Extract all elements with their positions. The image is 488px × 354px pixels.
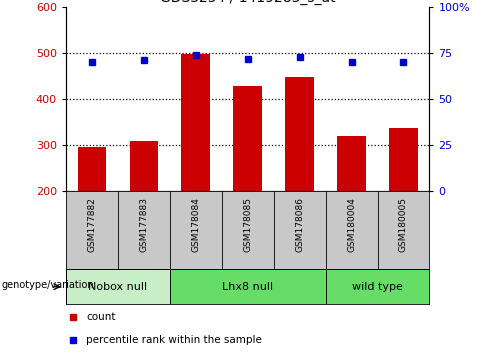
Bar: [78, 147, 106, 191]
Text: GSM177882: GSM177882: [87, 198, 96, 252]
Text: genotype/variation: genotype/variation: [1, 280, 94, 290]
Bar: [182, 55, 210, 191]
Text: GSM180004: GSM180004: [347, 198, 356, 252]
Text: GSM177883: GSM177883: [139, 198, 148, 252]
Bar: [129, 142, 158, 191]
Bar: [170, 269, 325, 304]
Text: GSM180005: GSM180005: [399, 198, 408, 252]
Bar: [233, 86, 262, 191]
Text: wild type: wild type: [352, 282, 403, 292]
Text: GSM178085: GSM178085: [243, 198, 252, 252]
Bar: [389, 128, 418, 191]
Bar: [66, 269, 170, 304]
Text: GSM178084: GSM178084: [191, 198, 200, 252]
Text: Nobox null: Nobox null: [88, 282, 147, 292]
Bar: [337, 136, 366, 191]
Text: Lhx8 null: Lhx8 null: [222, 282, 273, 292]
Bar: [325, 269, 429, 304]
Text: count: count: [86, 312, 115, 322]
Bar: [285, 78, 314, 191]
Title: GDS3254 / 1419283_s_at: GDS3254 / 1419283_s_at: [160, 0, 335, 5]
Text: GSM178086: GSM178086: [295, 198, 304, 252]
Text: percentile rank within the sample: percentile rank within the sample: [86, 335, 262, 346]
